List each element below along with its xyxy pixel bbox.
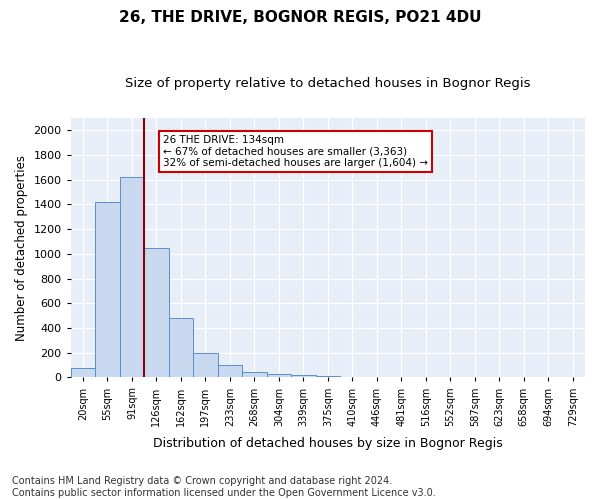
Bar: [291, 375, 316, 378]
X-axis label: Distribution of detached houses by size in Bognor Regis: Distribution of detached houses by size …: [153, 437, 503, 450]
Y-axis label: Number of detached properties: Number of detached properties: [15, 154, 28, 340]
Bar: [193, 352, 218, 378]
Bar: [119, 178, 144, 378]
Text: 26, THE DRIVE, BOGNOR REGIS, PO21 4DU: 26, THE DRIVE, BOGNOR REGIS, PO21 4DU: [119, 10, 481, 25]
Bar: [95, 202, 119, 378]
Text: Contains HM Land Registry data © Crown copyright and database right 2024.
Contai: Contains HM Land Registry data © Crown c…: [12, 476, 436, 498]
Bar: [242, 372, 266, 378]
Bar: [316, 376, 340, 378]
Bar: [169, 318, 193, 378]
Bar: [71, 368, 95, 378]
Bar: [266, 374, 291, 378]
Bar: [218, 365, 242, 378]
Title: Size of property relative to detached houses in Bognor Regis: Size of property relative to detached ho…: [125, 78, 530, 90]
Text: 26 THE DRIVE: 134sqm
← 67% of detached houses are smaller (3,363)
32% of semi-de: 26 THE DRIVE: 134sqm ← 67% of detached h…: [163, 135, 428, 168]
Bar: [144, 248, 169, 378]
